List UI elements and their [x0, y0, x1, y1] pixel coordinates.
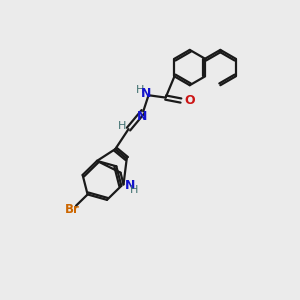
Text: N: N	[125, 179, 135, 192]
Text: H: H	[130, 185, 138, 195]
Text: H: H	[118, 121, 126, 131]
Text: O: O	[184, 94, 195, 107]
Text: H: H	[136, 85, 145, 95]
Text: N: N	[140, 87, 151, 100]
Text: Br: Br	[65, 203, 80, 216]
Text: N: N	[137, 110, 147, 123]
